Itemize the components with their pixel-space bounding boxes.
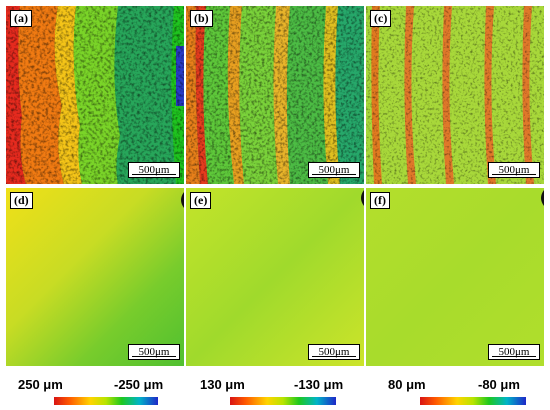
panel-e-edge [361, 190, 364, 206]
panel-e-label: (e) [190, 192, 212, 209]
panel-f-image: (f) 500μm [366, 188, 544, 366]
colorbar-b [230, 397, 336, 405]
panel-e-scale-bar: 500μm [308, 344, 360, 360]
panel-a-scale-text: 500μm [138, 164, 170, 176]
panel-f-scale-text: 500μm [498, 346, 530, 358]
panel-c-image: (c) 500μm [366, 6, 544, 184]
panel-c-scale-text: 500μm [498, 164, 530, 176]
panel-d-scale-text: 500μm [138, 346, 170, 358]
panel-a-image: (a) 500μm [6, 6, 184, 184]
panel-c-scale-bar: 500μm [488, 162, 540, 178]
panel-a-label: (a) [10, 10, 32, 27]
panel-d-edge [181, 192, 184, 208]
panel-d-label: (d) [10, 192, 33, 209]
panel-f-label: (f) [370, 192, 390, 209]
panel-b-image: (b) 500μm [186, 6, 364, 184]
panel-d-scale-bar: 500μm [128, 344, 180, 360]
legend-b-max: 130 μm [200, 377, 245, 392]
legend-a-min: -250 μm [114, 377, 164, 392]
panel-f-scale-bar: 500μm [488, 344, 540, 360]
legend-c-max: 80 μm [388, 377, 426, 392]
legend-a-max: 250 μm [18, 377, 63, 392]
panel-d-image: (d) 500μm [6, 188, 184, 366]
panel-a-scale-bar: 500μm [128, 162, 180, 178]
panel-e-image: (e) 500μm [186, 188, 364, 366]
panel-c-texture [366, 6, 544, 184]
legend-c-min: -80 μm [478, 377, 520, 392]
colorbar-c [420, 397, 526, 405]
panel-b-label: (b) [190, 10, 213, 27]
panel-a-texture [6, 6, 184, 184]
panel-e-scale-text: 500μm [318, 346, 350, 358]
panel-f-edge [541, 190, 544, 206]
legend-b-min: -130 μm [294, 377, 344, 392]
panel-b-texture [186, 6, 364, 184]
panel-c-label: (c) [370, 10, 392, 27]
panel-b-scale-bar: 500μm [308, 162, 360, 178]
panel-b-scale-text: 500μm [318, 164, 350, 176]
colorbar-a [54, 397, 158, 405]
